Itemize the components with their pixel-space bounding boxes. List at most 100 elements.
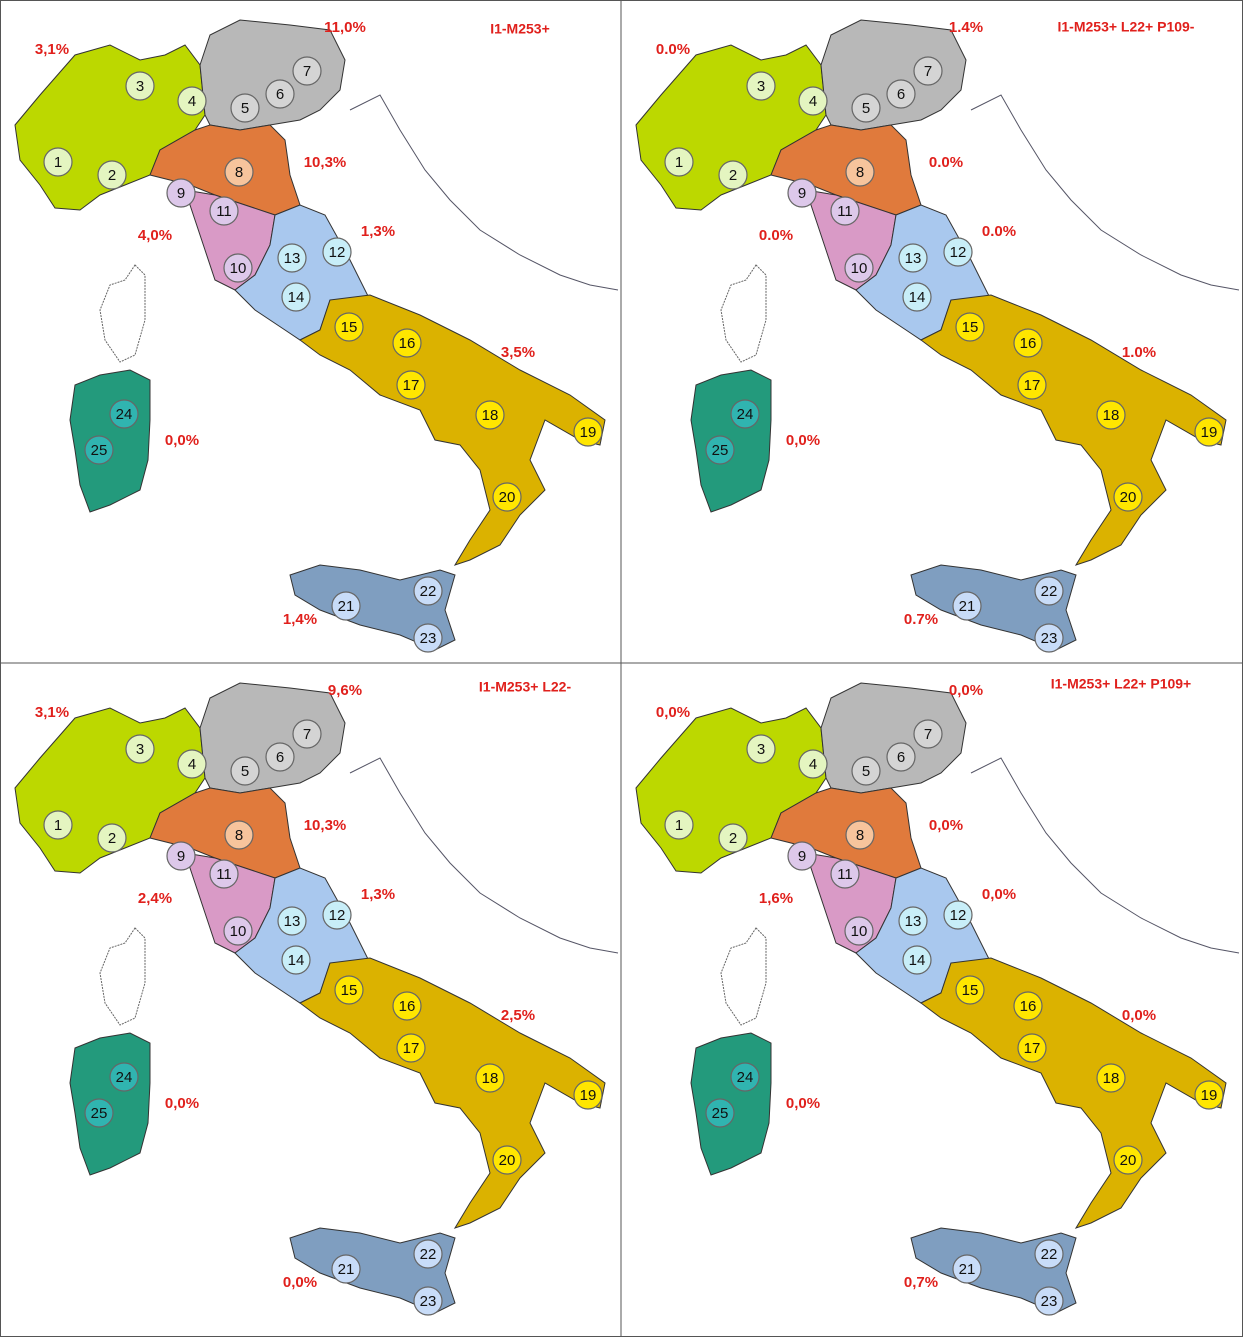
marker-number: 23 bbox=[420, 630, 437, 647]
marker-number: 19 bbox=[580, 424, 597, 441]
marker-circle bbox=[851, 756, 881, 786]
marker-number: 21 bbox=[959, 1261, 976, 1278]
marker-circle bbox=[730, 399, 760, 429]
marker-circle bbox=[1017, 1033, 1047, 1063]
marker-number: 2 bbox=[108, 830, 116, 847]
marker-circle bbox=[413, 576, 443, 606]
marker-number: 25 bbox=[712, 442, 729, 459]
map-panel: I1-M253+ L22+ P109+ 0,0% 0,0% 0,0% 1,6% 0,0% 0… bbox=[635, 676, 1240, 1316]
marker-circle bbox=[845, 820, 875, 850]
marker-number: 25 bbox=[91, 442, 108, 459]
region-percentage: 3,1% bbox=[35, 41, 69, 58]
region-percentage: 2,5% bbox=[501, 1007, 535, 1024]
marker-circle bbox=[97, 160, 127, 190]
marker-number: 16 bbox=[399, 335, 416, 352]
region-percentage: 1,3% bbox=[361, 886, 395, 903]
marker-number: 22 bbox=[1041, 1246, 1058, 1263]
marker-number: 3 bbox=[136, 78, 144, 95]
marker-number: 3 bbox=[136, 741, 144, 758]
marker-number: 20 bbox=[1120, 1152, 1137, 1169]
marker-circle bbox=[97, 823, 127, 853]
region-percentage: 1.4% bbox=[949, 19, 983, 36]
marker-number: 3 bbox=[757, 78, 765, 95]
marker-number: 23 bbox=[1041, 630, 1058, 647]
marker-number: 7 bbox=[303, 726, 311, 743]
panel-title: I1-M253+ bbox=[490, 21, 550, 37]
marker-number: 18 bbox=[482, 407, 499, 424]
marker-number: 13 bbox=[284, 250, 301, 267]
marker-number: 10 bbox=[851, 260, 868, 277]
marker-circle bbox=[844, 253, 874, 283]
marker-circle bbox=[281, 282, 311, 312]
marker-circle bbox=[322, 237, 352, 267]
marker-circle bbox=[177, 86, 207, 116]
marker-number: 17 bbox=[403, 377, 420, 394]
marker-circle bbox=[413, 623, 443, 653]
marker-circle bbox=[230, 756, 260, 786]
region-percentage: 2,4% bbox=[138, 890, 172, 907]
marker-number: 17 bbox=[403, 1040, 420, 1057]
marker-circle bbox=[281, 945, 311, 975]
marker-circle bbox=[125, 71, 155, 101]
marker-number: 24 bbox=[116, 406, 133, 423]
marker-circle bbox=[1013, 991, 1043, 1021]
marker-number: 21 bbox=[959, 598, 976, 615]
marker-circle bbox=[334, 312, 364, 342]
marker-circle bbox=[396, 1033, 426, 1063]
marker-number: 12 bbox=[950, 907, 967, 924]
marker-number: 25 bbox=[712, 1105, 729, 1122]
marker-number: 15 bbox=[962, 319, 979, 336]
region-percentage: 10,3% bbox=[304, 817, 347, 834]
marker-circle bbox=[798, 749, 828, 779]
marker-circle bbox=[718, 160, 748, 190]
marker-circle bbox=[1096, 400, 1126, 430]
marker-number: 13 bbox=[905, 250, 922, 267]
region-percentage: 1.0% bbox=[1122, 344, 1156, 361]
marker-circle bbox=[787, 178, 817, 208]
region-percentage: 0,0% bbox=[165, 432, 199, 449]
marker-number: 19 bbox=[580, 1087, 597, 1104]
marker-number: 20 bbox=[499, 489, 516, 506]
marker-circle bbox=[230, 93, 260, 123]
marker-circle bbox=[475, 1063, 505, 1093]
marker-circle bbox=[277, 243, 307, 273]
marker-circle bbox=[798, 86, 828, 116]
marker-circle bbox=[43, 147, 73, 177]
marker-circle bbox=[1034, 576, 1064, 606]
marker-number: 21 bbox=[338, 1261, 355, 1278]
marker-circle bbox=[1013, 328, 1043, 358]
marker-number: 13 bbox=[905, 913, 922, 930]
map-panel: I1-M253+ 3,1% 11,0% 10,3% 4,0% 1,3% 3,5% 0,0% 1,… bbox=[14, 19, 619, 653]
region-percentage: 0.0% bbox=[759, 227, 793, 244]
marker-circle bbox=[125, 734, 155, 764]
panel-title: I1-M253+ L22+ P109+ bbox=[1051, 676, 1192, 692]
marker-circle bbox=[1034, 623, 1064, 653]
marker-circle bbox=[955, 975, 985, 1005]
marker-number: 7 bbox=[924, 726, 932, 743]
marker-circle bbox=[413, 1286, 443, 1316]
marker-number: 14 bbox=[909, 952, 926, 969]
marker-circle bbox=[224, 157, 254, 187]
marker-circle bbox=[166, 178, 196, 208]
marker-number: 11 bbox=[216, 203, 232, 220]
marker-number: 19 bbox=[1201, 1087, 1218, 1104]
marker-number: 4 bbox=[188, 93, 196, 110]
marker-circle bbox=[292, 56, 322, 86]
marker-circle bbox=[943, 237, 973, 267]
marker-circle bbox=[664, 147, 694, 177]
marker-number: 1 bbox=[675, 154, 683, 171]
marker-number: 23 bbox=[420, 1293, 437, 1310]
region-percentage: 1,4% bbox=[283, 611, 317, 628]
marker-number: 4 bbox=[809, 756, 817, 773]
marker-circle bbox=[265, 79, 295, 109]
region-percentage: 1,6% bbox=[759, 890, 793, 907]
marker-circle bbox=[84, 1098, 114, 1128]
marker-circle bbox=[331, 591, 361, 621]
region-percentage: 3,1% bbox=[35, 704, 69, 721]
marker-circle bbox=[265, 742, 295, 772]
marker-circle bbox=[1194, 1080, 1224, 1110]
marker-number: 9 bbox=[177, 185, 185, 202]
marker-number: 20 bbox=[1120, 489, 1137, 506]
marker-circle bbox=[84, 435, 114, 465]
marker-number: 20 bbox=[499, 1152, 516, 1169]
